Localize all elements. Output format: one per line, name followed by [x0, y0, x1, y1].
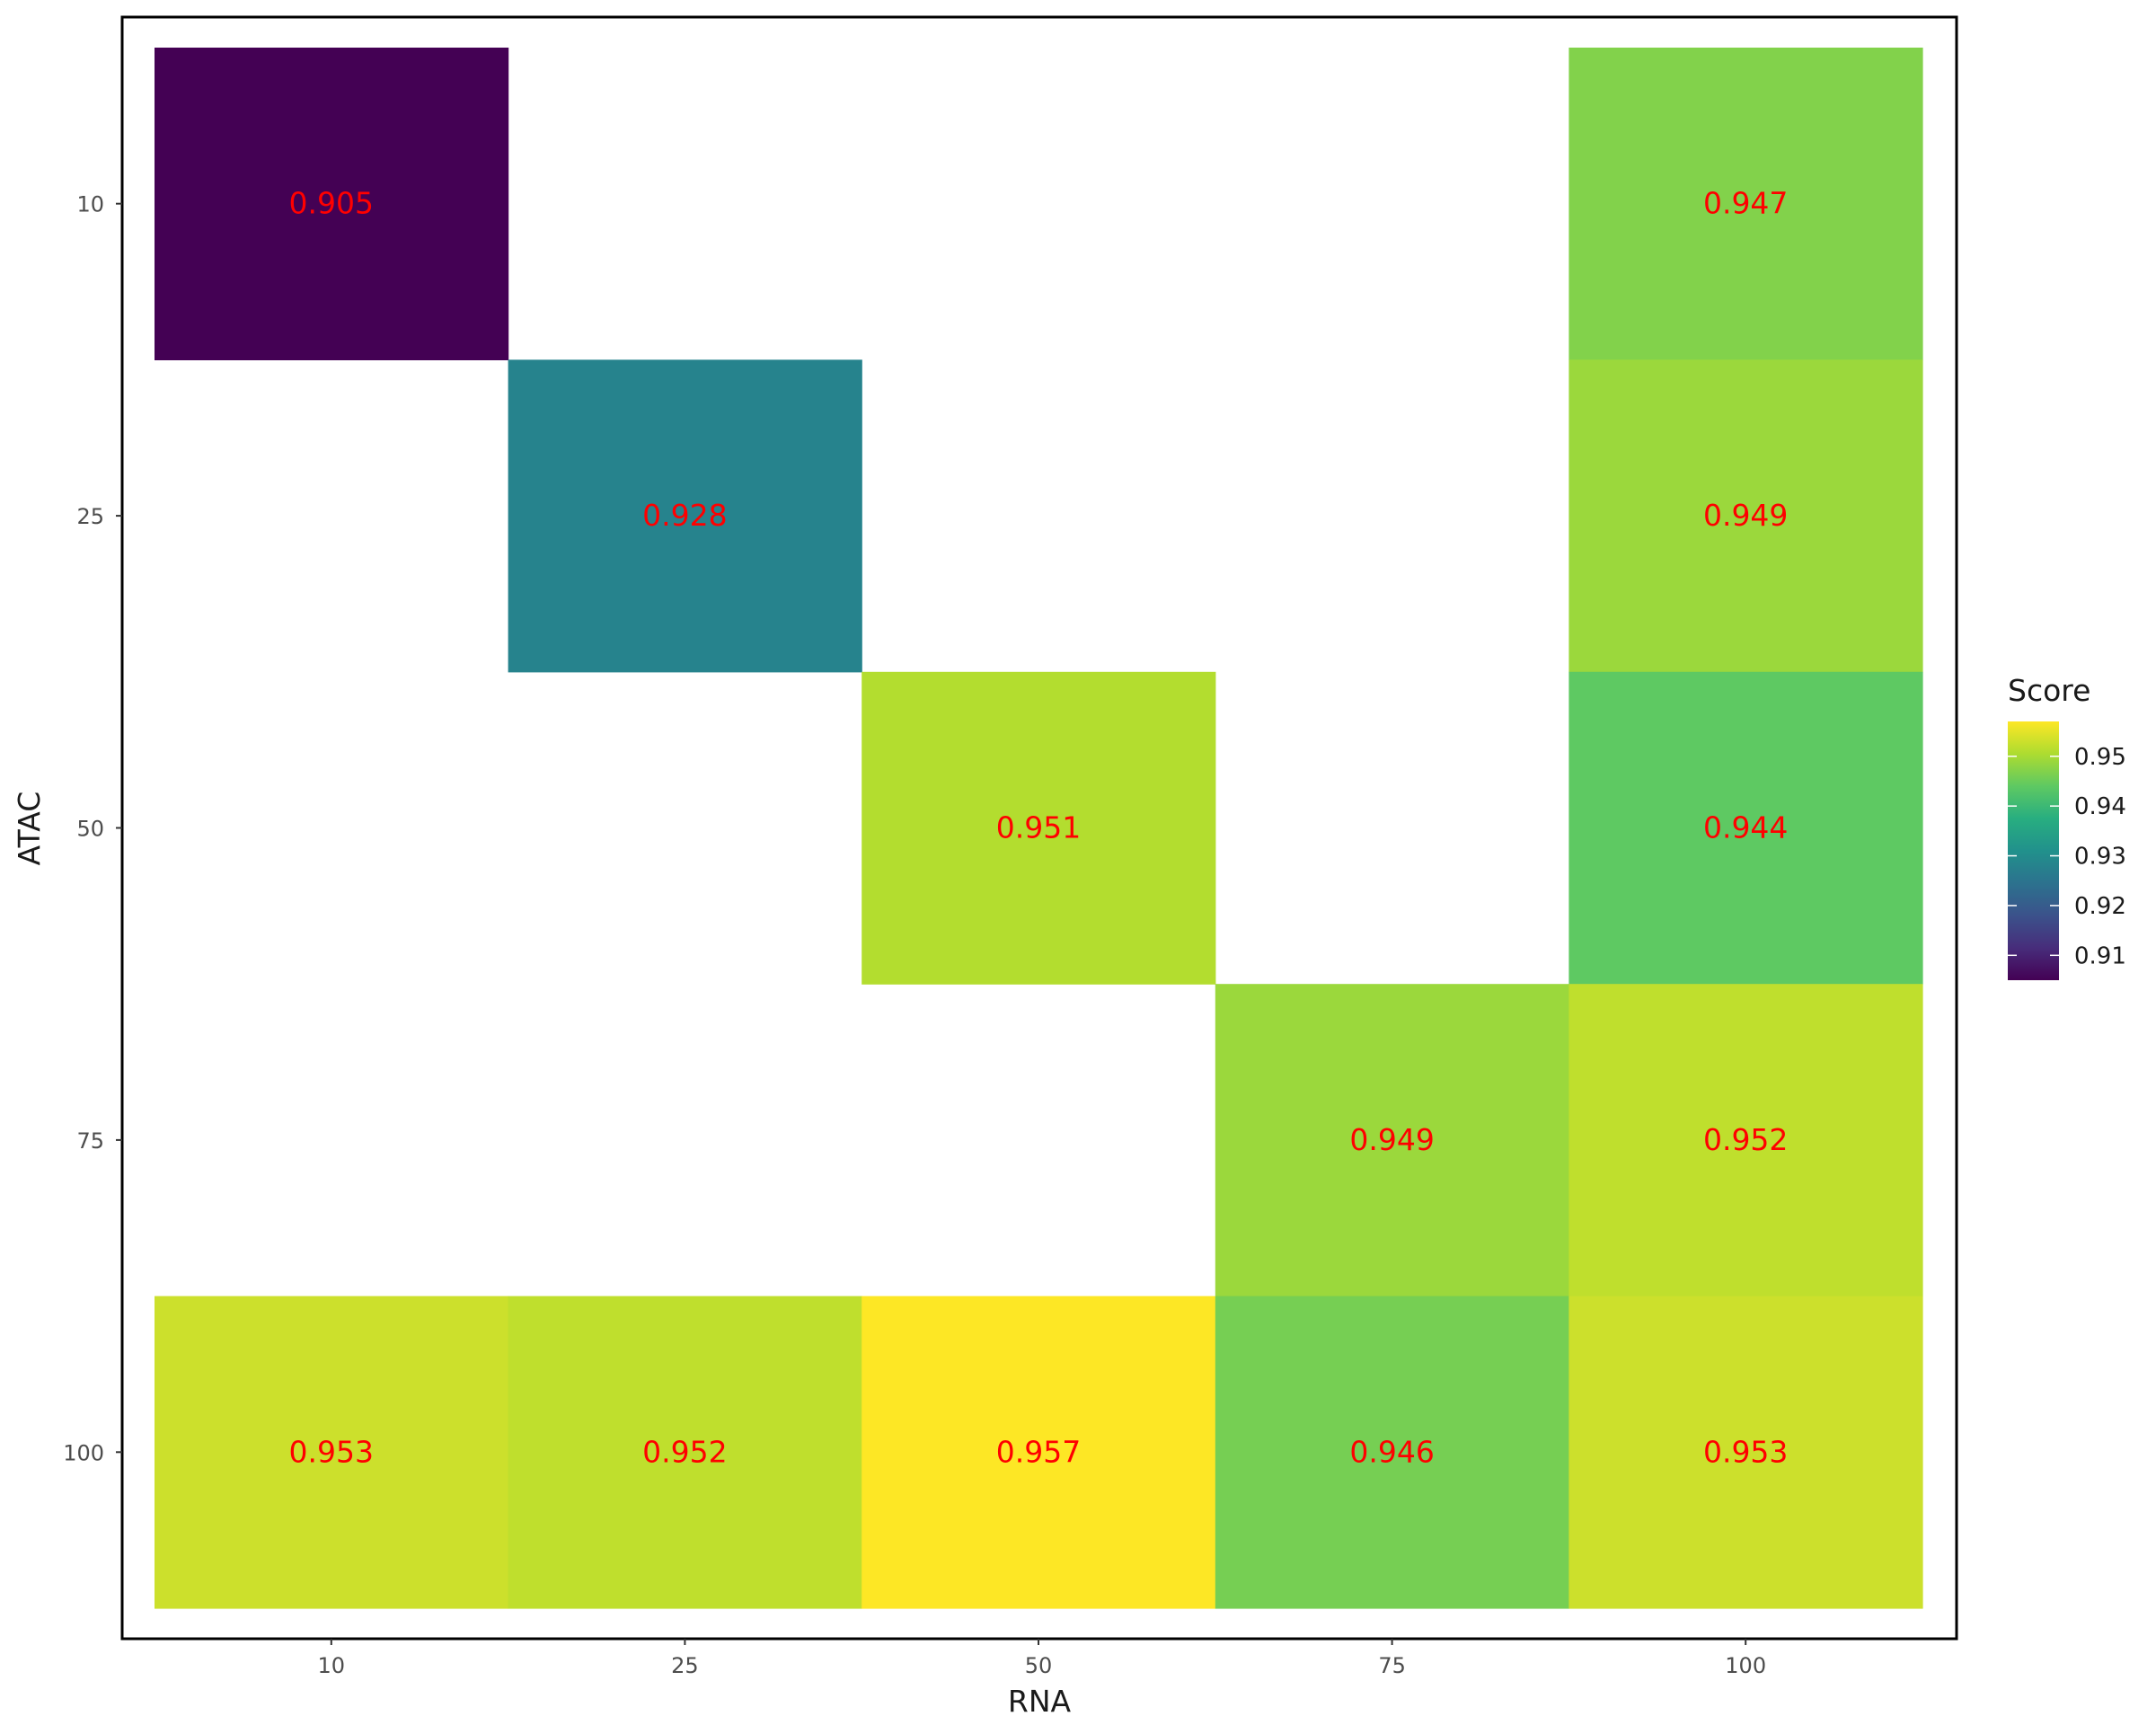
- legend-tick-label: 0.91: [2074, 942, 2126, 969]
- heatmap-cell: [508, 359, 862, 673]
- legend-title: Score: [2008, 673, 2090, 708]
- legend-tick-label: 0.92: [2074, 893, 2126, 920]
- x-tick-label: 10: [318, 1653, 346, 1678]
- heatmap-cell: [155, 48, 509, 360]
- x-axis-title: RNA: [1008, 1684, 1072, 1719]
- cell-value-label: 0.952: [1703, 1122, 1788, 1157]
- x-tick-label: 25: [671, 1653, 699, 1678]
- y-tick-label: 25: [76, 504, 104, 529]
- y-tick-label: 100: [63, 1440, 104, 1465]
- heatmap-cell: [1215, 1296, 1569, 1609]
- legend-colorbar: [2008, 721, 2059, 980]
- cell-value-label: 0.957: [996, 1434, 1081, 1469]
- x-tick-label: 75: [1378, 1653, 1406, 1678]
- cell-value-label: 0.951: [996, 810, 1081, 845]
- x-axis-ticks: 10 25 50 75 100: [318, 1639, 1766, 1678]
- heatmap-cells: [155, 48, 1923, 1609]
- y-axis-title: ATAC: [12, 792, 47, 866]
- y-axis-ticks: 10 25 50 75 100: [63, 192, 122, 1465]
- y-tick-label: 75: [76, 1128, 104, 1154]
- cell-value-label: 0.949: [1703, 498, 1788, 533]
- cell-value-label: 0.905: [289, 186, 374, 221]
- heatmap-cell: [1215, 984, 1569, 1297]
- heatmap-cell: [862, 1296, 1216, 1609]
- heatmap-cell: [1568, 48, 1923, 360]
- cell-value-label: 0.949: [1349, 1122, 1434, 1157]
- cell-value-label: 0.946: [1349, 1434, 1434, 1469]
- cell-value-label: 0.947: [1703, 186, 1788, 221]
- legend-tick-label: 0.95: [2074, 744, 2126, 771]
- y-tick-label: 50: [76, 817, 104, 842]
- heatmap-cell: [155, 1296, 509, 1609]
- heatmap-cell: [1568, 984, 1923, 1297]
- heatmap-cell: [862, 671, 1216, 985]
- cell-value-label: 0.928: [642, 498, 727, 533]
- legend-ticks: 0.91 0.92 0.93 0.94 0.95: [2008, 744, 2126, 969]
- x-tick-label: 100: [1725, 1653, 1766, 1678]
- cell-value-label: 0.953: [1703, 1434, 1788, 1469]
- heatmap-cell: [1568, 1296, 1923, 1609]
- x-tick-label: 50: [1025, 1653, 1053, 1678]
- cell-value-label: 0.953: [289, 1434, 374, 1469]
- heatmap-cell: [1568, 359, 1923, 673]
- cell-labels: 0.905 0.947 0.928 0.949 0.951 0.944 0.949 0.952…: [289, 186, 1789, 1470]
- y-tick-label: 10: [76, 192, 104, 217]
- cell-value-label: 0.944: [1703, 810, 1788, 845]
- legend: Score 0.91 0.92 0.93 0.94 0.95: [2008, 673, 2126, 980]
- legend-tick-label: 0.94: [2074, 793, 2126, 820]
- heatmap-cell: [508, 1296, 862, 1609]
- heatmap-cell: [1568, 671, 1923, 985]
- cell-value-label: 0.952: [642, 1434, 727, 1469]
- legend-tick-label: 0.93: [2074, 844, 2126, 871]
